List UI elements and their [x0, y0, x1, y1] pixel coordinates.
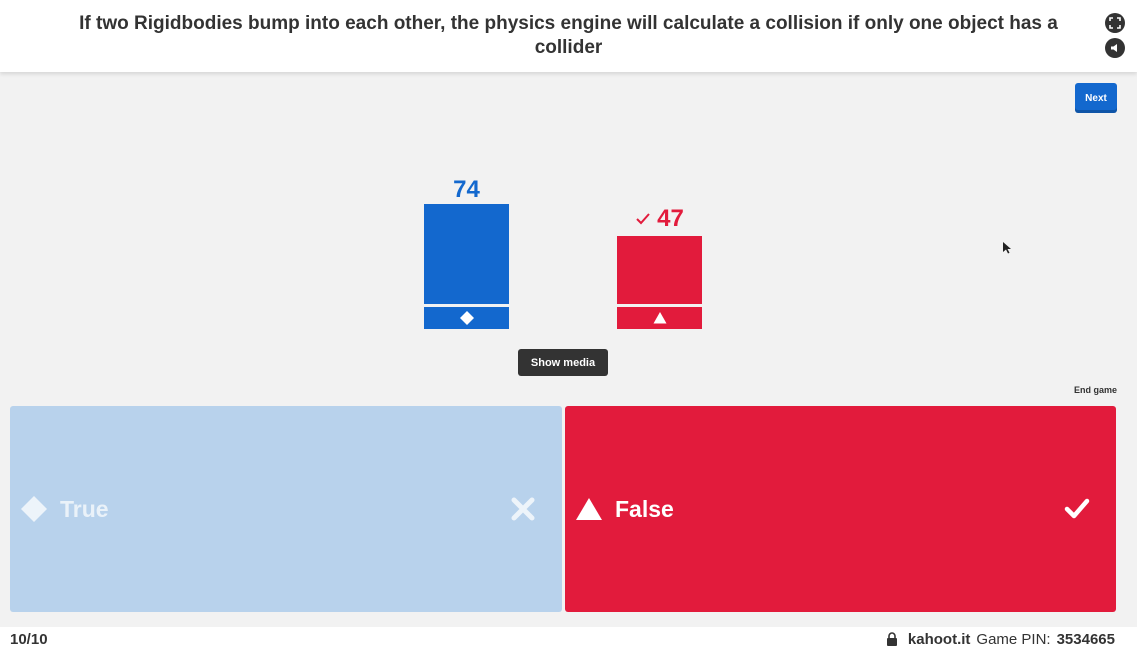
sound-button[interactable] — [1105, 38, 1125, 58]
end-game-button[interactable]: End game — [1073, 385, 1117, 395]
result-count-true: 74 — [424, 178, 509, 202]
show-media-button[interactable]: Show media — [518, 349, 608, 376]
cross-icon — [511, 497, 535, 521]
next-button[interactable]: Next — [1075, 83, 1117, 113]
fullscreen-icon — [1109, 17, 1121, 29]
question-text: If two Rigidbodies bump into each other,… — [79, 13, 1058, 58]
pin-label: Game PIN: — [976, 630, 1051, 648]
result-count-value: 74 — [453, 176, 480, 203]
result-bar-base — [617, 307, 702, 329]
lock-icon — [886, 632, 897, 646]
check-icon — [636, 213, 650, 225]
answer-true: True — [10, 406, 562, 612]
result-bar-false: 47 — [617, 205, 702, 330]
fullscreen-button[interactable] — [1105, 13, 1125, 33]
answer-label: True — [60, 495, 109, 522]
check-icon — [1064, 498, 1090, 519]
result-bar-true: 74 — [424, 176, 509, 330]
diamond-icon — [459, 311, 474, 325]
pin-value: 3534665 — [1056, 630, 1115, 648]
site-name: kahoot.it — [907, 630, 971, 648]
question-header: If two Rigidbodies bump into each other,… — [0, 0, 1137, 72]
answer-false: False — [565, 406, 1116, 612]
sound-icon — [1111, 44, 1117, 52]
result-bar-fill — [617, 236, 702, 304]
answer-label: False — [615, 495, 674, 522]
footer: 10/10 kahoot.it Game PIN: 3534665 — [0, 627, 1137, 651]
diamond-icon — [21, 496, 47, 522]
result-count-value: 47 — [657, 205, 684, 232]
result-count-false: 47 — [617, 207, 702, 231]
game-pin-area: kahoot.it Game PIN: 3534665 — [886, 631, 1115, 648]
mouse-cursor-icon — [1003, 242, 1011, 254]
result-bar-fill — [424, 204, 509, 304]
triangle-icon — [653, 312, 666, 324]
triangle-icon — [576, 498, 602, 520]
result-bar-base — [424, 307, 509, 329]
question-counter: 10/10 — [10, 630, 48, 648]
